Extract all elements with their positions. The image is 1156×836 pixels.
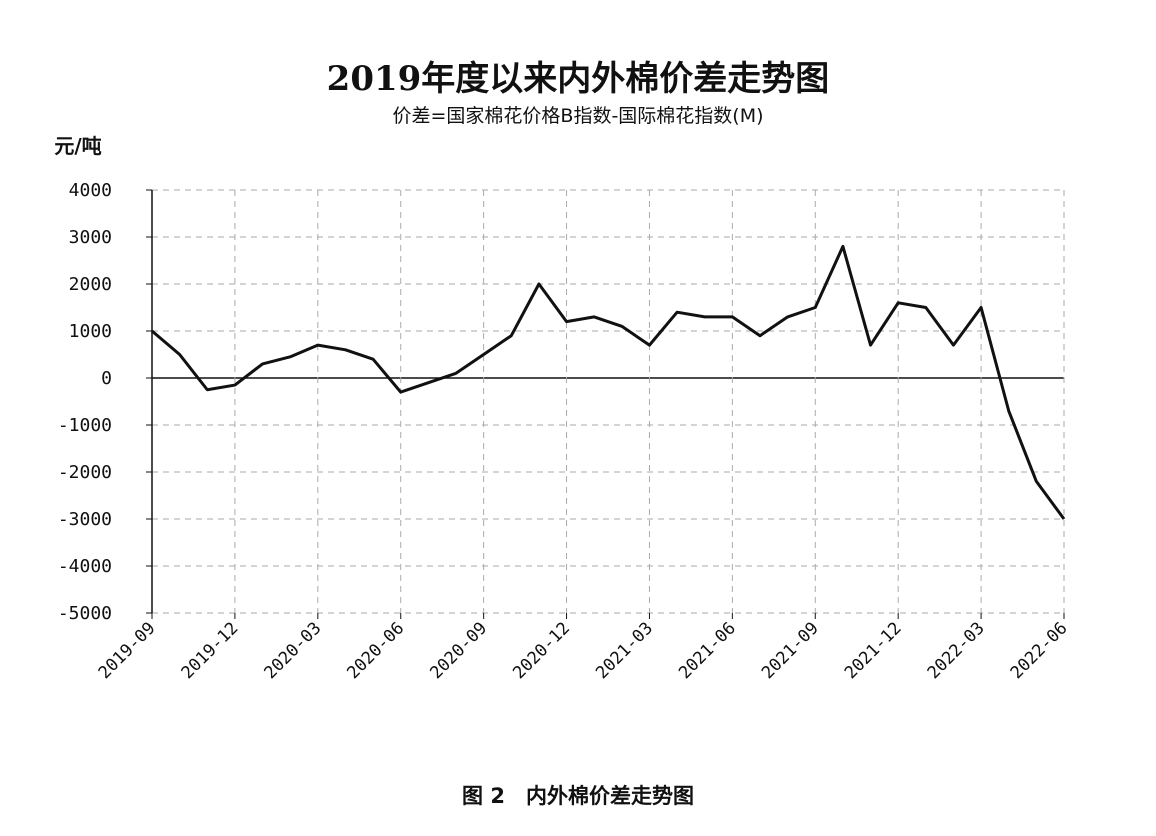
x-tick-label: 2021-03 xyxy=(592,618,657,683)
chart-title: 2019年度以来内外棉价差走势图 xyxy=(327,59,830,99)
y-tick-label: -5000 xyxy=(58,603,112,624)
x-tick-label: 2019-12 xyxy=(178,618,243,683)
y-tick-label: -1000 xyxy=(58,415,112,436)
caption: 图 2 内外棉价差走势图 xyxy=(462,784,694,808)
x-tick-label: 2020-12 xyxy=(509,618,574,683)
x-tick-label: 2021-06 xyxy=(675,618,740,683)
x-tick-label: 2020-03 xyxy=(261,618,326,683)
x-tick-label: 2022-06 xyxy=(1007,618,1072,683)
y-tick-label: 1000 xyxy=(69,321,112,342)
x-tick-label: 2020-06 xyxy=(343,618,408,683)
y-tick-label: 0 xyxy=(101,368,112,389)
x-tick-label: 2021-09 xyxy=(758,618,823,683)
x-tick-label: 2020-09 xyxy=(426,618,491,683)
x-tick-label: 2019-09 xyxy=(95,618,160,683)
chart-subtitle: 价差=国家棉花价格B指数-国际棉花指数(M) xyxy=(392,105,763,127)
y-tick-label: -2000 xyxy=(58,462,112,483)
y-tick-label: 2000 xyxy=(69,274,112,295)
y-tick-label: -3000 xyxy=(58,509,112,530)
y-axis-label: 元/吨 xyxy=(54,134,101,158)
y-tick-label: 4000 xyxy=(69,180,112,201)
x-tick-label: 2021-12 xyxy=(841,618,906,683)
y-tick-label: -4000 xyxy=(58,556,112,577)
y-tick-label: 3000 xyxy=(69,227,112,248)
x-tick-label: 2022-03 xyxy=(924,618,989,683)
data-line xyxy=(151,244,1066,520)
